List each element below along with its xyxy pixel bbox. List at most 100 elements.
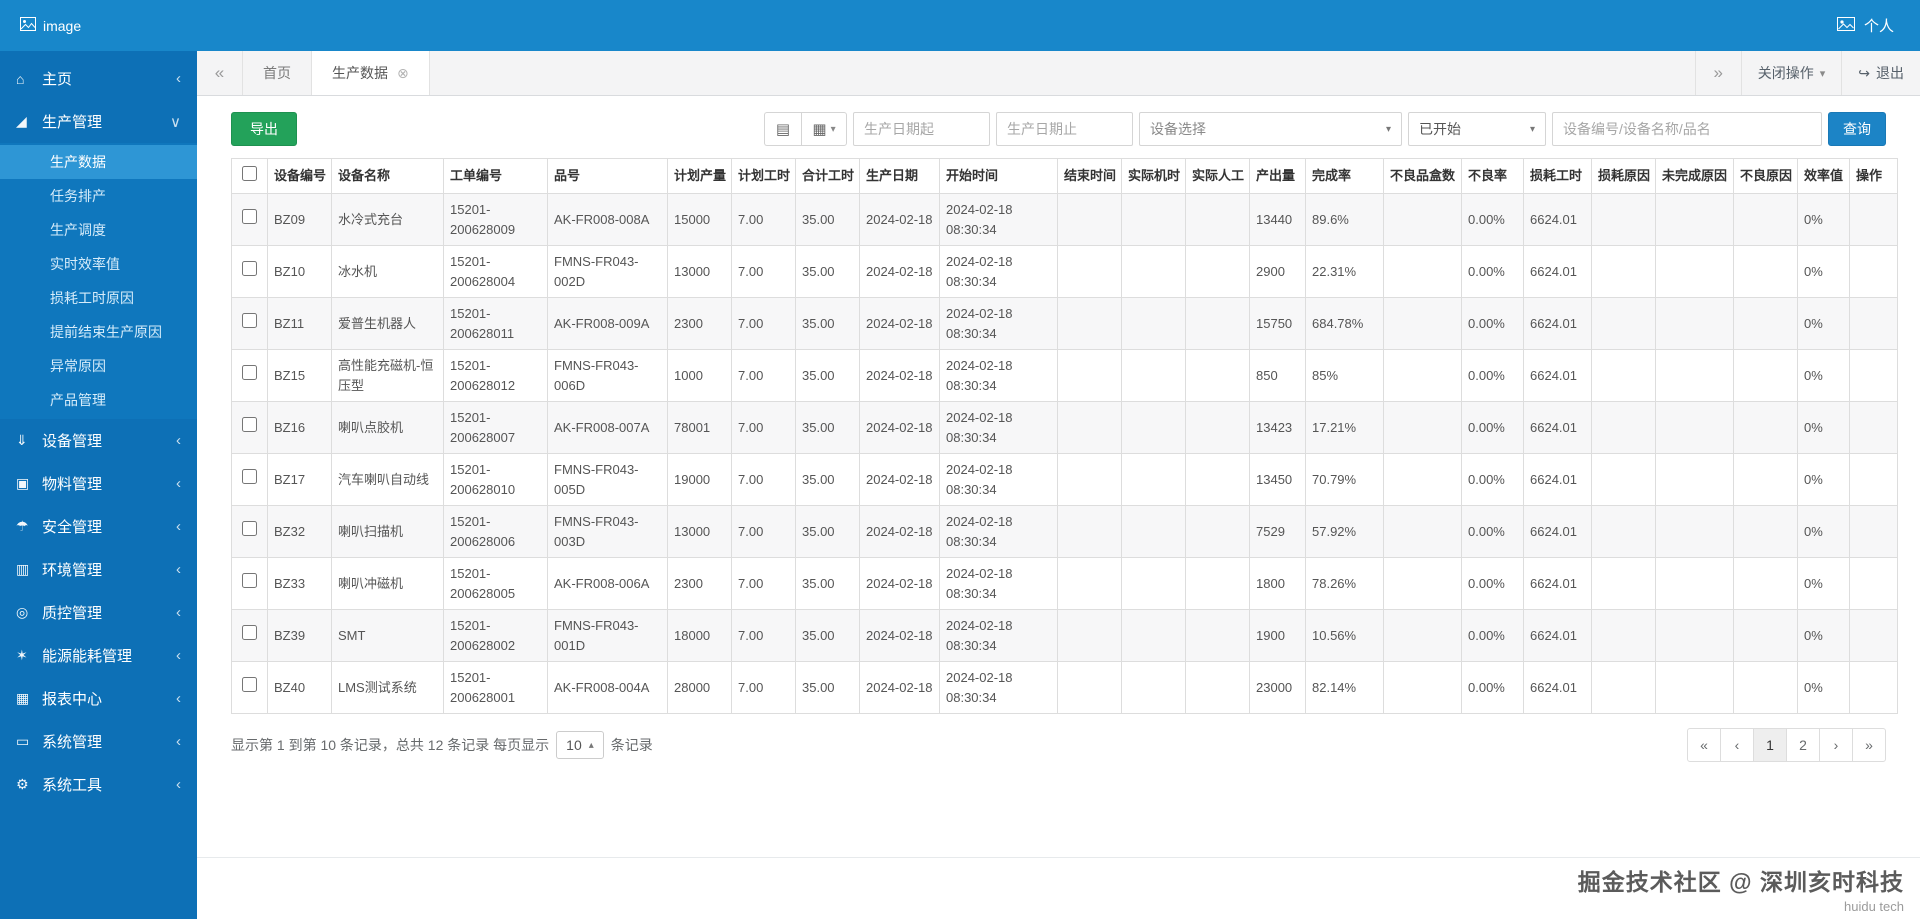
columns-dropdown-button[interactable]: ▦ ▾ <box>801 112 847 146</box>
user-menu[interactable]: 个人 <box>1836 15 1920 36</box>
table-cell <box>1849 505 1898 558</box>
table-cell: 6624.01 <box>1523 401 1592 454</box>
table-cell <box>1383 505 1462 558</box>
table-cell <box>1185 609 1250 662</box>
sidebar-item-quality[interactable]: ◎ 质控管理 ‹ <box>0 591 197 634</box>
sidebar-subitem[interactable]: 任务排产 <box>50 188 106 204</box>
double-chevron-left-icon: « <box>214 63 225 82</box>
tab-production-data[interactable]: 生产数据 ⊗ <box>312 51 430 95</box>
table-cell: 0% <box>1797 453 1850 506</box>
sidebar-item-tools[interactable]: ⚙ 系统工具 ‹ <box>0 763 197 806</box>
row-checkbox[interactable] <box>242 313 257 329</box>
chevron-down-icon: ▾ <box>1529 123 1535 135</box>
table-row: BZ32 喇叭扫描机 15201-200628006 FMNS-FR043-003D 1… <box>231 505 1898 558</box>
row-checkbox[interactable] <box>242 261 257 277</box>
table-cell: 喇叭点胶机 <box>331 401 444 454</box>
table-cell: 2300 <box>667 297 732 350</box>
exit-button[interactable]: ↪ 退出 <box>1841 51 1920 95</box>
tabs-scroll-left-button[interactable]: « <box>197 51 243 95</box>
sidebar-item-material[interactable]: ▣ 物料管理 ‹ <box>0 462 197 505</box>
query-button[interactable]: 查询 <box>1828 112 1886 146</box>
tabs-scroll-right-button[interactable]: » <box>1694 51 1741 95</box>
environment-icon: ▥ <box>16 561 30 577</box>
last-page-button[interactable]: » <box>1852 728 1886 762</box>
prev-page-button[interactable]: ‹ <box>1720 728 1754 762</box>
sidebar-subitem[interactable]: 实时效率值 <box>50 256 120 272</box>
page-size-select[interactable]: 10 ▴ <box>556 731 604 759</box>
table-cell <box>1733 609 1798 662</box>
sidebar-item-energy[interactable]: ✶ 能源能耗管理 ‹ <box>0 634 197 677</box>
sidebar-subitem[interactable]: 提前结束生产原因 <box>50 324 162 340</box>
logo[interactable]: image <box>0 17 81 34</box>
device-select[interactable]: 设备选择 ▾ <box>1139 112 1402 146</box>
sidebar-item-reports[interactable]: ▦ 报表中心 ‹ <box>0 677 197 720</box>
table-cell: 0.00% <box>1461 349 1524 402</box>
toolbar: 导出 ▤ ▦ ▾ 设备选择 ▾ 已开始 <box>231 112 1886 146</box>
sidebar-subitem[interactable]: 异常原因 <box>50 358 106 374</box>
table-cell <box>1383 193 1462 246</box>
column-header: 结束时间 <box>1057 158 1122 194</box>
row-checkbox[interactable] <box>242 677 257 693</box>
sidebar-item-safety[interactable]: ☂ 安全管理 ‹ <box>0 505 197 548</box>
row-checkbox[interactable] <box>242 469 257 485</box>
table-cell: 15201-200628001 <box>443 661 548 714</box>
table-cell <box>1121 453 1186 506</box>
table-cell: 2024-02-18 08:30:34 <box>939 453 1058 506</box>
table-cell: 13000 <box>667 245 732 298</box>
next-page-button[interactable]: › <box>1819 728 1853 762</box>
sidebar-item-production[interactable]: ◢ 生产管理 ∨ <box>0 100 197 143</box>
row-select-cell <box>231 453 268 506</box>
table-cell: 7.00 <box>731 557 796 610</box>
table-cell: 2024-02-18 <box>859 557 940 610</box>
first-page-button[interactable]: « <box>1687 728 1721 762</box>
table-cell: 35.00 <box>795 557 860 610</box>
row-checkbox[interactable] <box>242 573 257 589</box>
row-checkbox[interactable] <box>242 365 257 381</box>
close-tab-icon[interactable]: ⊗ <box>397 64 409 81</box>
table-cell <box>1057 505 1122 558</box>
table-cell <box>1185 505 1250 558</box>
date-start-input[interactable] <box>853 112 990 146</box>
table-cell <box>1383 453 1462 506</box>
sidebar-subitem[interactable]: 产品管理 <box>50 392 106 408</box>
row-checkbox[interactable] <box>242 417 257 433</box>
column-header: 不良原因 <box>1733 158 1798 194</box>
table-cell: AK-FR008-006A <box>547 557 668 610</box>
table-cell: 15201-200628011 <box>443 297 548 350</box>
column-header: 实际人工 <box>1185 158 1250 194</box>
row-checkbox[interactable] <box>242 521 257 537</box>
close-operations-dropdown[interactable]: 关闭操作 ▾ <box>1740 51 1842 95</box>
date-end-input[interactable] <box>996 112 1133 146</box>
page-1-button[interactable]: 1 <box>1753 728 1787 762</box>
row-checkbox[interactable] <box>242 209 257 225</box>
sidebar-item-equipment[interactable]: ⇓ 设备管理 ‹ <box>0 419 197 462</box>
keyword-search-input[interactable] <box>1552 112 1822 146</box>
caret-down-icon: ▾ <box>830 123 836 135</box>
user-label: 个人 <box>1863 18 1894 35</box>
sidebar: ⌂ 主页 ‹ ◢ 生产管理 ∨ 生产数据任务排产生产调度实时效率值损耗工时原因提前结束生产原… <box>0 51 197 919</box>
row-select-cell <box>231 661 268 714</box>
sidebar-subitem[interactable]: 损耗工时原因 <box>50 290 134 306</box>
sidebar-submenu: 生产数据任务排产生产调度实时效率值损耗工时原因提前结束生产原因 异常原因产品管理 <box>0 143 197 419</box>
table-cell: 0.00% <box>1461 505 1524 558</box>
select-all-checkbox[interactable] <box>242 165 257 181</box>
row-checkbox[interactable] <box>242 625 257 641</box>
sidebar-subitem[interactable]: 生产数据 <box>0 145 197 179</box>
table-cell: 85% <box>1305 349 1384 402</box>
toggle-pagination-button[interactable]: ▤ <box>764 112 801 146</box>
sidebar-item-home[interactable]: ⌂ 主页 ‹ <box>0 57 197 100</box>
tab-home[interactable]: 首页 <box>243 51 312 95</box>
table-cell <box>1733 245 1798 298</box>
table-cell: 28000 <box>667 661 732 714</box>
status-select[interactable]: 已开始 ▾ <box>1408 112 1546 146</box>
sidebar-subitem[interactable]: 生产调度 <box>50 222 106 238</box>
table-cell: 喇叭扫描机 <box>331 505 444 558</box>
page-2-button[interactable]: 2 <box>1786 728 1820 762</box>
export-button[interactable]: 导出 <box>231 112 297 146</box>
sidebar-item-system[interactable]: ▭ 系统管理 ‹ <box>0 720 197 763</box>
table-cell <box>1733 661 1798 714</box>
sidebar-item-environment[interactable]: ▥ 环境管理 ‹ <box>0 548 197 591</box>
page-footer: 掘金技术社区 @ 深圳亥时科技 huidu tech <box>197 857 1920 919</box>
table-cell <box>1733 193 1798 246</box>
row-select-cell <box>231 401 268 454</box>
